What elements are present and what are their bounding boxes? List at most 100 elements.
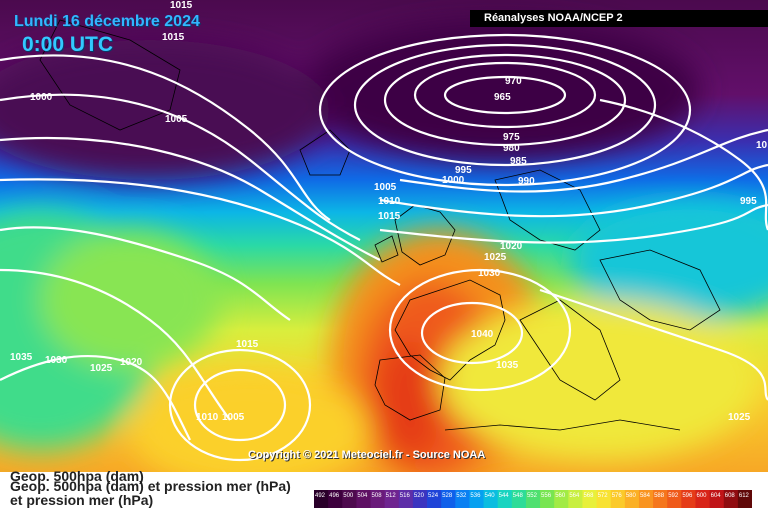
color-scale-label: 524 xyxy=(428,493,439,499)
isobar-label: 1030 xyxy=(45,355,68,366)
color-scale-label: 492 xyxy=(315,493,326,499)
color-swatch xyxy=(370,490,386,508)
color-scale-label: 596 xyxy=(682,493,693,499)
color-swatch xyxy=(610,490,626,508)
color-swatch xyxy=(709,490,725,508)
isobar-label: 1015 xyxy=(162,32,185,43)
color-scale-label: 504 xyxy=(357,493,368,499)
color-scale-label: 572 xyxy=(598,493,609,499)
isobar-label: 1020 xyxy=(500,241,523,252)
color-scale-label: 508 xyxy=(372,493,383,499)
color-swatch xyxy=(568,490,583,508)
color-scale-label: 552 xyxy=(527,493,538,499)
color-swatch xyxy=(469,490,485,508)
color-swatch xyxy=(384,490,400,508)
isobar-label: 1020 xyxy=(120,357,143,368)
color-scale-label: 548 xyxy=(513,493,524,499)
color-swatch xyxy=(540,490,555,508)
isobar-label: 10 xyxy=(756,140,768,151)
color-scale-label: 500 xyxy=(343,493,354,499)
isobar-label: 970 xyxy=(505,76,522,87)
isobar-label: 965 xyxy=(494,92,511,103)
isobar-label: 1015 xyxy=(378,211,401,222)
color-scale-label: 608 xyxy=(725,493,736,499)
color-scale-label: 592 xyxy=(668,493,679,499)
isobar-label: 985 xyxy=(510,156,527,167)
color-swatch xyxy=(511,490,527,508)
isobar-label: 1035 xyxy=(496,360,519,371)
isobar-label: 1030 xyxy=(478,268,501,279)
copyright-notice: Copyright © 2021 Meteociel.fr - Source N… xyxy=(248,449,486,461)
color-scale-label: 532 xyxy=(456,493,467,499)
map-date: Lundi 16 décembre 2024 xyxy=(14,13,200,30)
color-swatch xyxy=(596,490,612,508)
isobar-label: 980 xyxy=(503,143,520,154)
isobar-label: 995 xyxy=(740,196,757,207)
map-time: 0:00 UTC xyxy=(22,33,114,56)
isobar-label: 995 xyxy=(455,165,472,176)
color-swatch xyxy=(638,490,654,508)
color-swatch xyxy=(314,490,329,508)
color-scale-label: 588 xyxy=(654,493,665,499)
color-scale-label: 496 xyxy=(329,493,340,499)
color-swatch xyxy=(427,490,442,508)
color-swatch xyxy=(441,490,456,508)
isobar-label: 1015 xyxy=(236,339,259,350)
color-swatch xyxy=(356,490,372,508)
legend-title-overlay: Geop. 500hpa (dam) et pression mer (hPa) xyxy=(10,478,291,494)
color-swatch xyxy=(342,490,357,508)
isobar-label: 1005 xyxy=(374,182,397,193)
color-swatch xyxy=(554,490,569,508)
color-scale-label: 568 xyxy=(583,493,594,499)
color-swatch xyxy=(398,490,414,508)
color-scale-label: 556 xyxy=(541,493,552,499)
isobar-label: 1025 xyxy=(484,252,507,263)
isobar-label: 1025 xyxy=(90,363,113,374)
color-swatch xyxy=(412,490,428,508)
color-swatch xyxy=(483,490,499,508)
color-scale-label: 528 xyxy=(442,493,453,499)
color-scale-label: 612 xyxy=(739,493,750,499)
isobar-label: 1005 xyxy=(222,412,245,423)
color-scale-label: 544 xyxy=(499,493,510,499)
color-scale-label: 580 xyxy=(626,493,637,499)
color-swatch xyxy=(737,490,752,508)
color-scale-label: 564 xyxy=(569,493,580,499)
color-swatch xyxy=(455,490,470,508)
color-scale-label: 560 xyxy=(555,493,566,499)
color-swatch xyxy=(723,490,739,508)
legend-area: Geop. 500hpa (dam) Geop. 500hpa (dam) et… xyxy=(0,468,768,512)
legend-title: Geop. 500hpa (dam) xyxy=(10,468,144,484)
color-scale-label: 600 xyxy=(696,493,707,499)
isobars xyxy=(0,33,768,462)
isobar-label: 1025 xyxy=(728,412,751,423)
color-swatch xyxy=(497,490,513,508)
color-scale-label: 536 xyxy=(470,493,481,499)
color-swatch xyxy=(681,490,696,508)
color-swatch xyxy=(695,490,711,508)
color-scale-label: 576 xyxy=(612,493,623,499)
color-scale-label: 512 xyxy=(386,493,397,499)
isobar-labels: 1015 1015 1000 1005 970 965 975 980 985 … xyxy=(10,0,768,423)
color-scale-label: 520 xyxy=(414,493,425,499)
isobar-label: 1000 xyxy=(30,92,53,103)
isobar-label: 1000 xyxy=(442,175,465,186)
data-source-label: Réanalyses NOAA/NCEP 2 xyxy=(470,10,768,27)
weather-map: 1015 1015 1000 1005 970 965 975 980 985 … xyxy=(0,0,768,472)
color-swatch xyxy=(328,490,343,508)
isobar-label: 1005 xyxy=(165,114,188,125)
color-scale-label: 540 xyxy=(485,493,496,499)
color-scale-label: 584 xyxy=(640,493,651,499)
isobar-label: 1010 xyxy=(378,196,401,207)
color-swatch xyxy=(582,490,598,508)
isobar-label: 1035 xyxy=(10,352,33,363)
legend-subtitle: et pression mer (hPa) xyxy=(10,492,154,508)
color-scale: 492 496 500 504 508 512 516 520 524 528 532 536 540 5… xyxy=(314,490,752,508)
isobar-label: 975 xyxy=(503,132,520,143)
isobar-label: 1010 xyxy=(196,412,219,423)
color-scale-label: 604 xyxy=(711,493,722,499)
isobar-label: 1015 xyxy=(170,0,193,11)
color-scale-label: 516 xyxy=(400,493,411,499)
isobar-label: 990 xyxy=(518,176,535,187)
color-swatch xyxy=(624,490,640,508)
